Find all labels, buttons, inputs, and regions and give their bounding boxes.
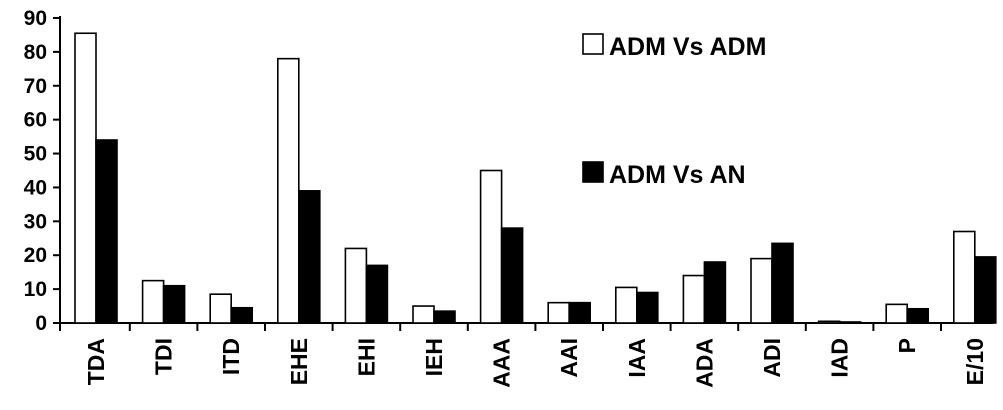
bar-adm-vs-adm	[682, 274, 706, 324]
bar-adm-vs-an	[771, 242, 794, 324]
bar-adm-vs-an	[635, 291, 659, 324]
y-tick-label: 90	[24, 7, 47, 30]
bar-adm-vs-an	[973, 256, 997, 324]
bar-adm-vs-an	[906, 307, 930, 324]
bar-adm-vs-adm	[74, 32, 97, 324]
x-tick-label: E/10	[962, 338, 988, 385]
bar-adm-vs-adm	[614, 286, 638, 324]
bar-adm-vs-adm	[344, 247, 368, 324]
bar-adm-vs-adm	[141, 279, 165, 324]
legend-swatch	[582, 161, 604, 183]
bar-adm-vs-an	[568, 301, 592, 324]
x-tick-label: EHE	[286, 338, 312, 385]
bar-adm-vs-adm	[276, 57, 300, 324]
bar-adm-vs-adm	[750, 257, 773, 324]
bar-adm-vs-an	[230, 306, 253, 324]
x-tick-label: ADI	[759, 338, 785, 378]
y-tick-label: 10	[24, 278, 47, 301]
x-tick-label: IEH	[421, 338, 447, 376]
x-tick-label: IAA	[624, 338, 650, 378]
y-tick-label: 60	[24, 109, 47, 132]
bar-adm-vs-an	[95, 139, 118, 324]
bar-adm-vs-an	[500, 227, 524, 324]
y-tick-label: 20	[24, 244, 47, 267]
x-tick-label: ITD	[218, 338, 244, 375]
legend-label: ADM Vs AN	[609, 161, 746, 189]
bar-adm-vs-adm	[885, 303, 909, 324]
bar-adm-vs-adm	[547, 301, 571, 324]
bars-group	[74, 32, 997, 324]
bar-adm-vs-an	[703, 261, 727, 324]
bar-adm-vs-adm	[952, 230, 976, 324]
y-tick-label: 40	[24, 176, 47, 199]
bar-adm-vs-adm	[817, 320, 841, 324]
bar-adm-vs-an	[838, 321, 862, 324]
y-tick-label: 80	[24, 41, 47, 64]
x-axis: TDA TDI ITD EHE EHI IEH AAA AAI IAA ADA ADI IAD P E/1…	[59, 322, 993, 388]
x-tick-label: TDI	[151, 338, 177, 375]
y-tick-label: 50	[24, 143, 47, 166]
legend: ADM Vs ADM ADM Vs AN	[582, 33, 766, 189]
bar-adm-vs-an	[365, 264, 389, 324]
bar-adm-vs-an	[297, 190, 321, 324]
x-tick-label: ADA	[691, 338, 717, 388]
x-tick-label: TDA	[83, 338, 109, 385]
x-tick-label: AAI	[556, 338, 582, 378]
y-axis: 0 10 20 30 40 50 60 70 80 90	[24, 7, 61, 335]
bar-adm-vs-an	[433, 310, 456, 324]
x-tick-label: EHI	[353, 338, 379, 376]
bar-adm-vs-adm	[209, 293, 232, 324]
bar-adm-vs-adm	[479, 169, 503, 324]
legend-label: ADM Vs ADM	[609, 33, 766, 61]
bar-adm-vs-an	[162, 284, 186, 324]
bar-adm-vs-adm	[412, 305, 435, 324]
x-tick-label: P	[894, 338, 920, 353]
x-tick-label: AAA	[489, 338, 515, 388]
x-tick-label: IAD	[827, 338, 853, 378]
legend-swatch	[582, 33, 604, 55]
y-tick-label: 70	[24, 75, 47, 98]
y-tick-label: 0	[35, 312, 47, 335]
y-tick-label: 30	[24, 210, 47, 233]
